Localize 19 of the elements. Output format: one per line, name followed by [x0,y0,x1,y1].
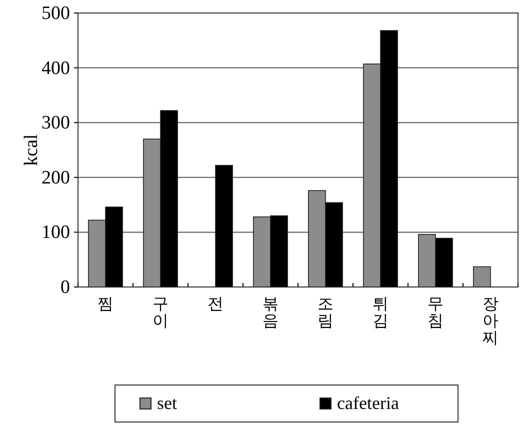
x-tick-label: 무침 [428,296,444,330]
y-tick-label: 300 [42,112,70,134]
bar [473,266,491,288]
legend-label: cafeteria [337,393,399,413]
x-tick-label: 구이 [152,296,168,330]
y-tick-label: 100 [42,222,70,244]
x-tick-label: 찜 [98,296,114,313]
bar [215,164,233,288]
legend-label: set [157,393,177,413]
y-axis-title: kcal [21,134,42,166]
y-tick-label: 0 [60,277,70,298]
x-tick-label: 조림 [318,296,334,330]
x-tick-label: 볶음 [262,296,278,330]
y-tick-label: 400 [42,58,70,79]
x-tick-label: 전 [208,296,224,313]
y-tick-label: 200 [42,167,70,188]
x-tick-label: 튀김 [372,296,388,330]
y-tick-label: 500 [42,3,70,24]
x-tick-label: 장아찌 [482,296,498,347]
